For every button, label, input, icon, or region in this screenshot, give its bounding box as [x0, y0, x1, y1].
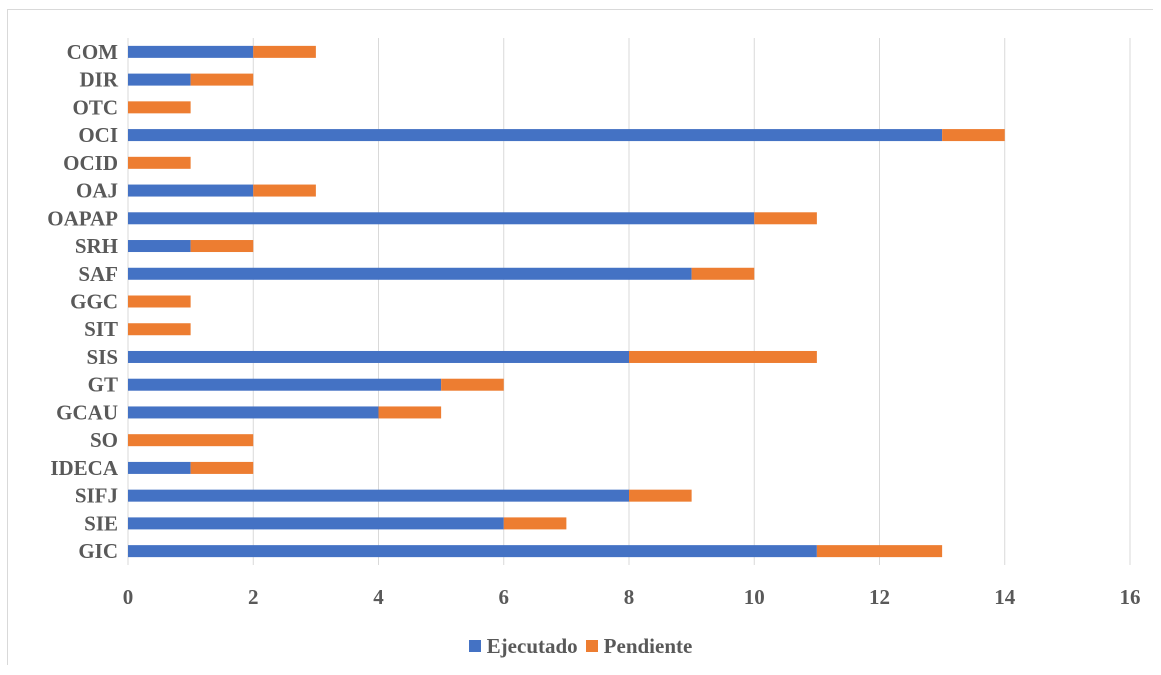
- bar-pendiente-otc: [128, 101, 191, 114]
- legend-item-ejecutado: Ejecutado: [468, 633, 578, 659]
- legend-swatch-pendiente: [585, 640, 598, 652]
- bar-pendiente-oci: [942, 129, 1005, 142]
- bar-ejecutado-saf: [128, 267, 692, 280]
- bars: [128, 45, 1005, 558]
- category-label-com: COM: [67, 40, 119, 64]
- legend-swatch-ejecutado: [468, 640, 481, 652]
- bar-pendiente-com: [253, 45, 316, 58]
- bar-ejecutado-gic: [128, 545, 817, 558]
- bar-ejecutado-gcau: [128, 406, 379, 419]
- category-label-sis: SIS: [86, 345, 118, 369]
- chart-frame: [7, 9, 1153, 665]
- category-label-sifj: SIFJ: [75, 484, 118, 508]
- category-label-sie: SIE: [84, 511, 118, 535]
- bar-pendiente-so: [128, 434, 254, 447]
- bar-ejecutado-oapap: [128, 212, 755, 225]
- bar-ejecutado-ideca: [128, 461, 191, 474]
- bar-ejecutado-dir: [128, 73, 191, 86]
- x-tick-label: 10: [744, 585, 765, 609]
- x-tick-label: 2: [248, 585, 259, 609]
- bar-pendiente-oapap: [754, 212, 817, 225]
- gridlines: [127, 38, 1131, 565]
- category-label-saf: SAF: [78, 262, 118, 286]
- bar-pendiente-sie: [503, 517, 567, 530]
- x-tick-label: 8: [624, 585, 635, 609]
- category-label-ocid: OCID: [63, 151, 118, 175]
- category-label-otc: OTC: [72, 95, 118, 119]
- bar-pendiente-ggc: [128, 295, 191, 308]
- bar-ejecutado-sie: [128, 517, 504, 530]
- bar-ejecutado-oci: [128, 129, 943, 142]
- stacked-bar-chart: COM DIR OTC OCI OCID OAJ OAPAP SRH SAF GGC SIT SIS G…: [47, 38, 1141, 609]
- bar-pendiente-ideca: [190, 461, 254, 474]
- x-tick-labels: 0 2 4 6 8 10 12 14 16: [123, 585, 1141, 609]
- category-label-gic: GIC: [78, 539, 118, 563]
- category-label-oaj: OAJ: [76, 179, 118, 203]
- bar-pendiente-oaj: [253, 184, 316, 197]
- x-tick-label: 14: [994, 585, 1016, 609]
- legend: Ejecutado Pendiente: [0, 632, 1161, 660]
- bar-pendiente-gic: [816, 545, 943, 558]
- category-label-gcau: GCAU: [56, 400, 118, 424]
- category-label-gt: GT: [88, 373, 118, 397]
- bar-pendiente-sis: [629, 350, 817, 363]
- bar-pendiente-sit: [128, 323, 191, 336]
- bar-ejecutado-gt: [128, 378, 442, 391]
- x-tick-label: 16: [1120, 585, 1141, 609]
- x-tick-label: 6: [499, 585, 510, 609]
- bar-ejecutado-oaj: [128, 184, 254, 197]
- legend-label-ejecutado: Ejecutado: [486, 633, 578, 658]
- x-tick-label: 0: [123, 585, 134, 609]
- bar-pendiente-sifj: [629, 489, 692, 502]
- x-tick-label: 4: [373, 585, 384, 609]
- bar-pendiente-gt: [441, 378, 504, 391]
- category-label-oci: OCI: [78, 123, 118, 147]
- category-label-srh: SRH: [75, 234, 118, 258]
- bar-pendiente-saf: [691, 267, 755, 280]
- category-label-so: SO: [90, 428, 118, 452]
- bar-pendiente-gcau: [378, 406, 442, 419]
- category-labels: COM DIR OTC OCI OCID OAJ OAPAP SRH SAF GGC SIT SIS G…: [47, 40, 119, 563]
- bar-pendiente-dir: [190, 73, 254, 86]
- bar-pendiente-srh: [190, 240, 254, 253]
- x-tick-label: 12: [869, 585, 890, 609]
- bar-ejecutado-srh: [128, 240, 191, 253]
- bar-pendiente-ocid: [128, 156, 191, 169]
- category-label-ideca: IDECA: [50, 456, 119, 480]
- legend-label-pendiente: Pendiente: [603, 633, 693, 658]
- category-label-ggc: GGC: [70, 290, 118, 314]
- bar-ejecutado-sifj: [128, 489, 629, 502]
- category-label-dir: DIR: [79, 68, 118, 92]
- bar-ejecutado-sis: [128, 350, 629, 363]
- legend-item-pendiente: Pendiente: [585, 633, 693, 659]
- category-label-oapap: OAPAP: [47, 206, 118, 230]
- category-label-sit: SIT: [84, 317, 118, 341]
- bar-ejecutado-com: [128, 45, 254, 58]
